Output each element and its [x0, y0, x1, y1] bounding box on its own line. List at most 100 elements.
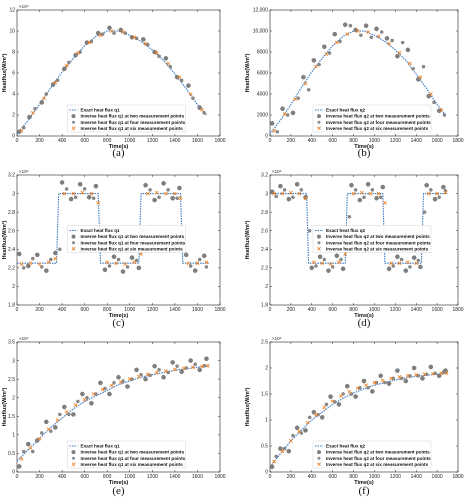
point-two-measurement	[86, 195, 92, 200]
series-line-exact	[16, 30, 207, 135]
point-two-measurement	[357, 197, 363, 203]
legend-entry: Exact heat flux q2	[326, 444, 366, 449]
x-tick-label: 1600	[192, 474, 203, 480]
point-four-measurement	[378, 195, 383, 200]
point-four-measurement	[188, 264, 193, 268]
point-six-measurement	[397, 374, 402, 379]
point-four-measurement	[166, 370, 170, 375]
point-four-measurement	[31, 256, 35, 261]
point-four-measurement	[359, 33, 363, 37]
point-six-measurement	[42, 96, 46, 101]
point-two-measurement	[53, 250, 58, 256]
point-two-measurement	[386, 266, 392, 272]
point-four-measurement	[191, 96, 195, 100]
point-two-measurement	[152, 197, 157, 203]
y-tick-label: 10,000	[253, 29, 269, 35]
point-four-measurement	[33, 106, 37, 111]
point-two-measurement	[353, 27, 358, 33]
point-four-measurement	[330, 265, 335, 269]
y-tick-label: 0	[265, 470, 268, 476]
y-tick-label: 0	[12, 470, 15, 476]
point-four-measurement	[275, 130, 280, 134]
point-two-measurement	[201, 253, 207, 259]
point-four-measurement	[193, 362, 197, 367]
point-six-measurement	[136, 374, 141, 379]
legend-marker-two	[71, 450, 76, 455]
point-four-measurement	[157, 368, 161, 372]
point-six-measurement	[272, 191, 277, 196]
point-two-measurement	[418, 264, 423, 270]
point-six-measurement	[426, 191, 431, 196]
x-tick-label: 1400	[169, 474, 180, 480]
legend-entry: Inverse heat flux q2 at four measurement…	[326, 456, 431, 461]
point-six-measurement	[123, 262, 128, 267]
legend-marker-four	[317, 120, 321, 124]
point-six-measurement	[360, 190, 364, 195]
y-tick-label: 1	[265, 418, 268, 424]
point-six-measurement	[71, 191, 76, 196]
legend-entry: Exact heat flux q1	[81, 108, 121, 113]
point-two-measurement	[102, 267, 108, 272]
y-tick-label: 2.8	[8, 210, 15, 216]
point-six-measurement	[132, 35, 137, 40]
point-two-measurement	[326, 268, 331, 273]
point-four-measurement	[322, 257, 327, 262]
point-two-measurement	[384, 36, 390, 41]
point-two-measurement	[17, 251, 22, 257]
x-axis-label: Time(s)	[354, 480, 374, 486]
point-two-measurement	[17, 464, 22, 469]
point-four-measurement	[197, 257, 202, 262]
point-six-measurement	[355, 29, 360, 33]
point-two-measurement	[432, 196, 438, 202]
point-two-measurement	[420, 376, 425, 381]
point-six-measurement	[73, 403, 78, 408]
x-tick-label: 200	[35, 138, 44, 144]
legend-entry: Inverse heat flux q2 at six measurement …	[326, 462, 429, 467]
x-tick-label: 1400	[411, 474, 422, 480]
point-four-measurement	[291, 195, 295, 200]
y-tick-label: 0	[265, 134, 268, 140]
point-two-measurement	[107, 25, 112, 31]
point-two-measurement	[59, 180, 65, 185]
point-six-measurement	[53, 80, 58, 85]
point-two-measurement	[174, 74, 180, 80]
point-four-measurement	[67, 60, 71, 65]
chart-panel-c: 0 200 400 600 800 1000 1200 1400 1600 1800 1.8 2 2.2…	[1, 169, 226, 319]
point-two-measurement	[403, 268, 409, 273]
series-line-exact	[16, 365, 209, 462]
point-six-measurement	[314, 64, 318, 69]
point-six-measurement	[305, 420, 310, 425]
point-six-measurement	[383, 200, 387, 205]
point-two-measurement	[44, 268, 49, 273]
legend-marker-two	[317, 450, 321, 455]
point-six-measurement	[19, 457, 24, 461]
point-four-measurement	[58, 247, 62, 252]
legend-marker-two	[71, 114, 76, 119]
x-tick-label: 1400	[169, 138, 180, 144]
point-four-measurement	[67, 412, 71, 417]
point-two-measurement	[361, 378, 367, 384]
x-tick-label: 400	[308, 474, 317, 480]
point-six-measurement	[322, 405, 327, 410]
x-axis-label: Time(s)	[109, 144, 129, 150]
point-two-measurement	[204, 356, 209, 361]
x-tick-label: 1400	[411, 138, 422, 144]
point-six-measurement	[355, 386, 360, 391]
point-two-measurement	[53, 425, 58, 430]
point-six-measurement	[186, 261, 191, 266]
point-four-measurement	[31, 449, 35, 454]
point-six-measurement	[105, 260, 110, 265]
point-two-measurement	[163, 56, 169, 61]
point-four-measurement	[314, 264, 318, 268]
point-six-measurement	[154, 370, 159, 375]
point-six-measurement	[118, 380, 123, 384]
point-six-measurement	[397, 51, 402, 55]
point-two-measurement	[125, 384, 130, 389]
legend-entry: Inverse heat flux q2 at two measurement …	[326, 114, 430, 119]
point-six-measurement	[334, 40, 339, 45]
point-four-measurement	[179, 78, 184, 83]
point-six-measurement	[154, 190, 159, 195]
point-six-measurement	[46, 427, 51, 432]
point-six-measurement	[173, 191, 177, 196]
